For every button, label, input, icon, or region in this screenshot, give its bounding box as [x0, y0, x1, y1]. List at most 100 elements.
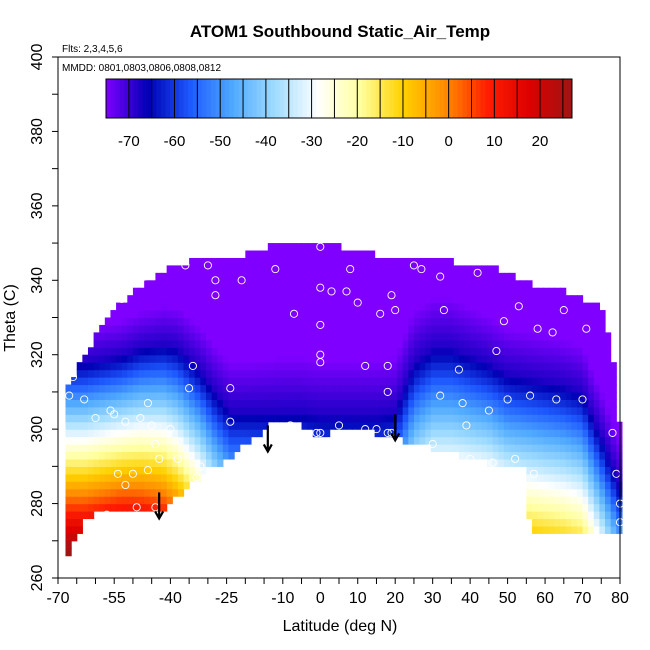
heatmap-cell — [408, 339, 415, 348]
heatmap-cell — [329, 295, 336, 304]
heatmap-cell — [222, 265, 230, 274]
colorbar-swatch — [544, 79, 550, 118]
heatmap-cell — [262, 347, 269, 356]
colorbar-swatch — [393, 79, 399, 118]
x-tick-label: 60 — [536, 590, 554, 607]
heatmap-cell — [340, 257, 348, 266]
heatmap-cell — [576, 369, 584, 378]
heatmap-cell — [93, 473, 100, 482]
heatmap-cell — [419, 406, 426, 415]
heatmap-cell — [183, 429, 190, 438]
heatmap-cell — [228, 451, 235, 460]
heatmap-cell — [470, 339, 477, 348]
heatmap-cell — [554, 406, 561, 415]
heatmap-cell — [324, 280, 331, 289]
heatmap-cell — [486, 436, 494, 445]
heatmap-cell — [318, 369, 325, 378]
colorbar-swatch — [498, 79, 504, 118]
heatmap-cell — [537, 339, 544, 348]
heatmap-cell — [610, 391, 617, 400]
heatmap-cell — [256, 287, 263, 296]
heatmap-cell — [250, 317, 258, 326]
arrow-marker — [154, 492, 165, 521]
heatmap-cell — [380, 265, 387, 274]
heatmap-cell — [447, 391, 454, 400]
heatmap-cell — [509, 369, 516, 378]
heatmap-cell — [481, 451, 488, 460]
heatmap-cell — [352, 317, 359, 326]
heatmap-cell — [481, 354, 488, 363]
heatmap-cell — [189, 265, 196, 274]
heatmap-cell — [374, 362, 381, 371]
heatmap-cell — [593, 369, 600, 378]
heatmap-cell — [279, 280, 286, 289]
heatmap-cell — [307, 421, 314, 430]
heatmap-cell — [138, 399, 145, 408]
heatmap-cell — [464, 444, 471, 453]
observation-point — [68, 372, 78, 382]
heatmap-cell — [515, 369, 522, 378]
colorbar-swatch — [275, 79, 281, 118]
heatmap-cell — [374, 384, 381, 393]
heatmap-cell — [177, 280, 185, 289]
heatmap-cell — [560, 503, 567, 512]
heatmap-cell — [290, 257, 297, 266]
heatmap-cell — [531, 406, 539, 415]
heatmap-cell — [217, 414, 224, 423]
heatmap-cell — [256, 324, 263, 333]
heatmap-cell — [380, 302, 387, 311]
heatmap-cell — [498, 429, 505, 438]
heatmap-cell — [307, 317, 314, 326]
heatmap-cell — [560, 384, 567, 393]
colorbar-swatch — [320, 79, 326, 118]
heatmap-cell — [177, 287, 185, 296]
heatmap-cell — [413, 384, 421, 393]
heatmap-cell — [413, 272, 421, 281]
heatmap-cell — [475, 295, 482, 304]
heatmap-cell — [352, 391, 359, 400]
colorbar-swatch — [124, 79, 130, 118]
heatmap-cell — [397, 399, 404, 408]
heatmap-cell — [565, 377, 572, 386]
heatmap-cell — [138, 429, 145, 438]
heatmap-cell — [520, 429, 527, 438]
heatmap-cell — [537, 369, 544, 378]
colorbar-swatch — [407, 79, 413, 118]
heatmap-cell — [346, 287, 353, 296]
heatmap-cell — [217, 280, 224, 289]
heatmap-cell — [352, 339, 359, 348]
heatmap-cell — [576, 332, 584, 341]
heatmap-cell — [82, 496, 89, 505]
observation-point — [226, 417, 235, 426]
heatmap-cell — [588, 496, 595, 505]
heatmap-cell — [284, 362, 291, 371]
heatmap-cell — [385, 324, 393, 333]
heatmap-cell — [453, 272, 460, 281]
heatmap-cell — [470, 272, 477, 281]
heatmap-cell — [127, 391, 134, 400]
heatmap-cell — [537, 511, 544, 520]
heatmap-cell — [177, 444, 185, 453]
heatmap-cell — [368, 324, 376, 333]
heatmap-cell — [352, 354, 359, 363]
y-tick-label: 300 — [29, 416, 46, 443]
heatmap-cell — [346, 272, 353, 281]
heatmap-cell — [554, 466, 561, 475]
heatmap-cell — [189, 458, 196, 467]
observation-point — [203, 261, 212, 270]
heatmap-cell — [312, 421, 319, 430]
heatmap-cell — [509, 444, 516, 453]
colorbar-swatch — [160, 79, 166, 118]
heatmap-cell — [200, 429, 207, 438]
heatmap-cell — [576, 354, 584, 363]
heatmap-cell — [616, 525, 623, 534]
heatmap-cell — [588, 347, 595, 356]
heatmap-cell — [498, 451, 505, 460]
heatmap-cell — [312, 250, 319, 259]
heatmap-cell — [486, 444, 494, 453]
heatmap-cell — [565, 451, 572, 460]
heatmap-cell — [329, 332, 336, 341]
heatmap-cell — [132, 458, 140, 467]
heatmap-cell — [571, 481, 578, 490]
heatmap-cell — [565, 369, 572, 378]
